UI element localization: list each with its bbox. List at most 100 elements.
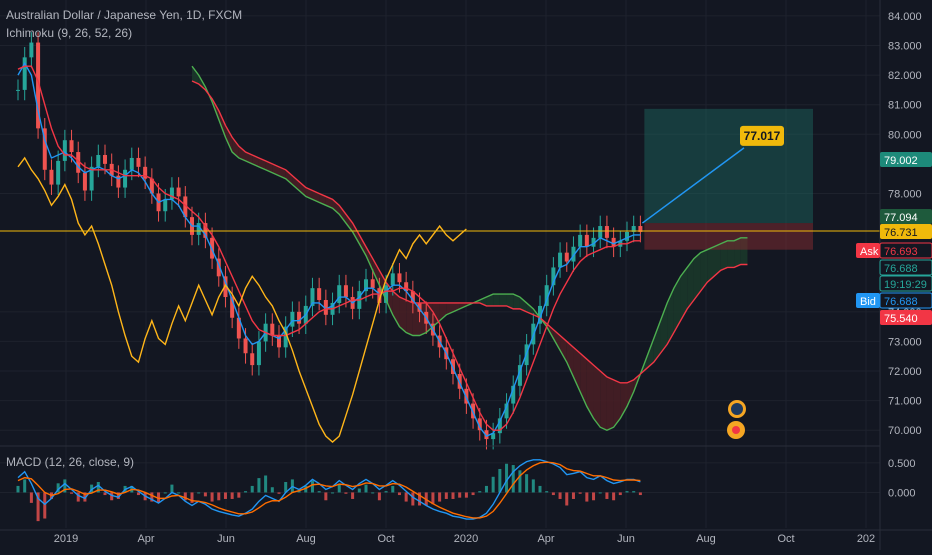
- price-label-box: [879, 292, 932, 309]
- macd-histogram-bar: [250, 485, 254, 493]
- macd-histogram-bar: [203, 492, 207, 497]
- price-label-box: [856, 293, 880, 308]
- macd-histogram-bar: [351, 492, 355, 499]
- price-label-text: 77.094: [884, 212, 918, 224]
- time-tick-label: Jun: [217, 533, 235, 545]
- long-position-tool[interactable]: 77.017: [641, 108, 813, 250]
- candle-body: [89, 166, 94, 191]
- candle-body: [377, 288, 382, 303]
- price-label-box: [880, 224, 932, 239]
- candle-body: [176, 187, 181, 197]
- price-label-box: [856, 243, 880, 258]
- price-label-text: 79.002: [884, 155, 918, 167]
- candle-body: [624, 231, 630, 241]
- chart-title[interactable]: Australian Dollar / Japanese Yen, 1D, FX…: [6, 8, 243, 22]
- candle-body: [163, 199, 168, 212]
- time-tick-label: Aug: [696, 533, 716, 545]
- price-tick-label: 73.000: [888, 336, 922, 348]
- candle-body: [571, 246, 576, 262]
- macd-histogram-bar: [531, 479, 535, 493]
- candle-body: [56, 160, 61, 185]
- macd-histogram-bar: [170, 484, 174, 493]
- price-label-text: 76.693: [884, 246, 918, 258]
- candle-body: [36, 42, 41, 129]
- macd-histogram-bar: [625, 491, 629, 493]
- candle-body: [82, 172, 87, 191]
- cloud-segment: [586, 359, 594, 419]
- macd-histogram-bar: [257, 478, 261, 493]
- candle-body: [283, 326, 288, 348]
- candle-body: [390, 273, 395, 286]
- cloud-segment: [332, 199, 340, 215]
- macd-pane[interactable]: [16, 459, 642, 522]
- macd-signal-line: [17, 461, 641, 519]
- price-label-box: [879, 242, 932, 259]
- macd-histogram-bar: [404, 492, 408, 502]
- candle-body: [631, 226, 636, 232]
- candle-body: [203, 223, 208, 238]
- macd-histogram-bar: [592, 492, 596, 501]
- candle-body: [216, 258, 221, 277]
- candle-body: [591, 237, 596, 247]
- event-markers[interactable]: [727, 400, 746, 439]
- macd-histogram-bar: [384, 491, 388, 493]
- candle-body: [29, 42, 34, 58]
- macd-histogram-bar: [357, 488, 361, 493]
- candle-body: [564, 252, 569, 262]
- candle-body: [183, 196, 188, 218]
- macd-histogram-bar: [371, 492, 375, 494]
- macd-histogram-bar: [538, 485, 542, 493]
- cloud-segment: [606, 376, 614, 431]
- cloud-segment: [566, 341, 574, 377]
- macd-histogram-bar: [478, 491, 482, 493]
- price-label-text: 76.688: [884, 263, 918, 275]
- price-label-box: [880, 152, 932, 167]
- candle-body: [370, 279, 375, 289]
- price-tick-label: 70.000: [888, 425, 922, 437]
- macd-histogram-bar: [70, 492, 74, 494]
- cloud-segment: [700, 249, 708, 292]
- macd-histogram-bar: [304, 485, 308, 493]
- candle-body: [149, 178, 154, 194]
- macd-histogram-bar: [377, 492, 381, 501]
- macd-histogram-bar: [29, 492, 33, 503]
- macd-histogram-bar: [638, 492, 642, 496]
- candle-body: [136, 157, 141, 167]
- cloud-segment: [667, 288, 674, 345]
- macd-histogram-bar: [43, 492, 47, 519]
- lagging-span: [17, 156, 467, 443]
- cloud-segment: [600, 371, 607, 431]
- macd-histogram-bar: [96, 482, 100, 493]
- macd-histogram-bar: [518, 470, 522, 493]
- macd-histogram-bar: [418, 492, 422, 506]
- macd-histogram-bar: [464, 492, 468, 498]
- price-tick-label: 80.000: [888, 129, 922, 141]
- cloud-segment: [519, 297, 527, 312]
- candle-body: [69, 140, 74, 153]
- candle-body: [611, 237, 616, 247]
- price-tick-label: 81.000: [888, 100, 922, 112]
- candle-body: [537, 305, 543, 324]
- macd-histogram-bar: [605, 492, 609, 499]
- candle-body: [384, 285, 389, 303]
- macd-legend[interactable]: MACD (12, 26, close, 9): [6, 455, 135, 469]
- candle-body: [417, 302, 422, 312]
- macd-histogram-bar: [36, 492, 40, 522]
- ichimoku-legend[interactable]: Ichimoku (9, 26, 52, 26): [6, 26, 133, 40]
- cloud-segment: [653, 320, 661, 363]
- cloud-segment: [613, 379, 621, 428]
- cloud-segment: [506, 294, 514, 309]
- macd-histogram-bar: [56, 483, 60, 493]
- candle-body: [256, 341, 261, 366]
- candle-body: [323, 300, 328, 315]
- macd-histogram-bar: [116, 492, 120, 499]
- price-label-text: Bid: [860, 296, 876, 308]
- stop-zone: [644, 223, 813, 250]
- cloud-segment: [660, 302, 668, 354]
- candle-body: [404, 282, 409, 292]
- macd-histogram-bar: [103, 492, 107, 496]
- candle-body: [310, 288, 315, 306]
- cloud-segment: [299, 181, 306, 197]
